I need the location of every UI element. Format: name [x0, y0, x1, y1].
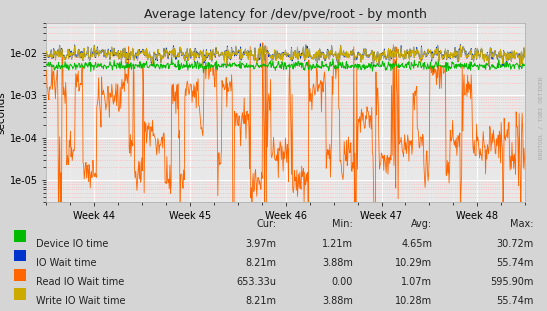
- Text: RRDTOOL / TOBI OETIKER: RRDTOOL / TOBI OETIKER: [538, 77, 543, 160]
- Text: 595.90m: 595.90m: [490, 277, 533, 287]
- Text: 10.29m: 10.29m: [395, 258, 432, 268]
- Text: 8.21m: 8.21m: [245, 296, 276, 306]
- Text: 3.97m: 3.97m: [245, 239, 276, 248]
- Text: 8.21m: 8.21m: [245, 258, 276, 268]
- Text: Write IO Wait time: Write IO Wait time: [36, 296, 125, 306]
- Text: Device IO time: Device IO time: [36, 239, 108, 248]
- Text: 30.72m: 30.72m: [496, 239, 533, 248]
- Text: Cur:: Cur:: [256, 219, 276, 229]
- Text: 3.88m: 3.88m: [322, 258, 353, 268]
- Text: 55.74m: 55.74m: [496, 296, 533, 306]
- Text: IO Wait time: IO Wait time: [36, 258, 96, 268]
- Text: 653.33u: 653.33u: [236, 277, 276, 287]
- Text: Avg:: Avg:: [411, 219, 432, 229]
- Text: Read IO Wait time: Read IO Wait time: [36, 277, 124, 287]
- Text: 0.00: 0.00: [331, 277, 353, 287]
- Text: 4.65m: 4.65m: [401, 239, 432, 248]
- Text: 1.07m: 1.07m: [401, 277, 432, 287]
- Text: 10.28m: 10.28m: [395, 296, 432, 306]
- Text: 1.21m: 1.21m: [322, 239, 353, 248]
- Text: 3.88m: 3.88m: [322, 296, 353, 306]
- Text: 55.74m: 55.74m: [496, 258, 533, 268]
- Text: Max:: Max:: [510, 219, 533, 229]
- Y-axis label: seconds: seconds: [0, 91, 7, 134]
- Title: Average latency for /dev/pve/root - by month: Average latency for /dev/pve/root - by m…: [144, 8, 427, 21]
- Text: Min:: Min:: [332, 219, 353, 229]
